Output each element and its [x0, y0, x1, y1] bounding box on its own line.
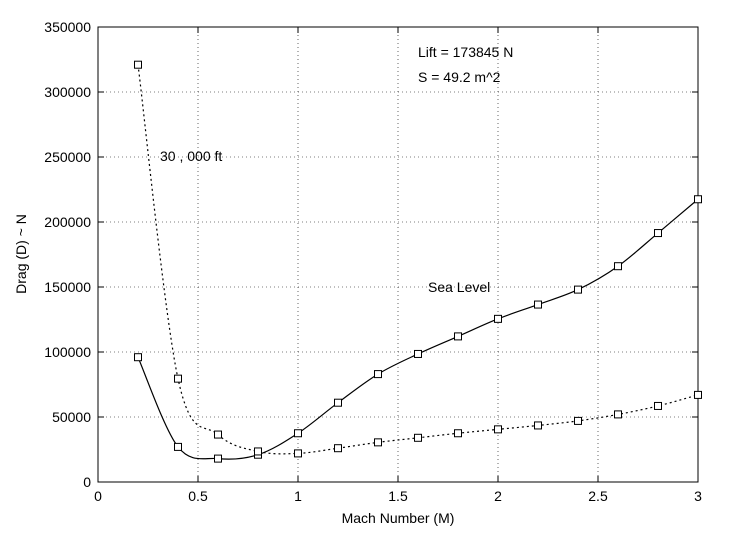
data-point-series-1 — [294, 449, 302, 458]
y-tick-label: 350000 — [44, 19, 91, 35]
x-axis-label: Mach Number (M) — [342, 510, 455, 526]
series-lines — [137, 64, 699, 460]
data-point-series-1 — [454, 429, 462, 438]
series-line-1 — [137, 64, 699, 455]
x-tick-label: 1 — [294, 488, 302, 504]
series-markers — [134, 60, 702, 463]
data-point-series-1 — [534, 421, 542, 430]
data-point-series-1 — [334, 444, 342, 453]
y-tick-label: 250000 — [44, 149, 91, 165]
x-tick-labels: 0 0.5 1 1.5 2 2.5 3 — [94, 488, 702, 504]
data-point-series-0 — [294, 429, 302, 438]
y-axis-label: Drag (D) ~ N — [13, 214, 29, 294]
data-point-series-0 — [374, 370, 382, 379]
y-tick-label: 50000 — [52, 409, 91, 425]
y-tick-label: 0 — [83, 474, 91, 490]
series-label-sea-level: Sea Level — [428, 279, 490, 295]
data-point-series-0 — [494, 314, 502, 323]
x-tick-label: 3 — [694, 488, 702, 504]
x-tick-label: 0 — [94, 488, 102, 504]
x-tick-label: 2.5 — [588, 488, 608, 504]
data-point-series-1 — [574, 416, 582, 425]
x-tick-label: 0.5 — [188, 488, 208, 504]
data-point-series-0 — [174, 442, 182, 451]
series-line-0 — [137, 198, 699, 460]
data-point-series-0 — [454, 332, 462, 341]
y-tick-labels: 0 50000 100000 150000 200000 250000 300000 3500… — [44, 19, 91, 490]
data-point-series-1 — [494, 425, 502, 434]
grid-lines — [98, 27, 698, 482]
data-point-series-0 — [654, 229, 662, 238]
data-point-series-1 — [694, 390, 702, 399]
y-tick-label: 200000 — [44, 214, 91, 230]
x-tick-label: 1.5 — [388, 488, 408, 504]
y-tick-label: 100000 — [44, 344, 91, 360]
data-point-series-1 — [214, 430, 222, 439]
data-point-series-1 — [374, 438, 382, 447]
data-point-series-0 — [414, 349, 422, 358]
data-point-series-0 — [534, 300, 542, 309]
data-point-series-1 — [414, 433, 422, 442]
y-tick-label: 150000 — [44, 279, 91, 295]
series-label-30000ft: 30 , 000 ft — [160, 148, 222, 164]
data-point-series-0 — [694, 195, 702, 204]
y-tick-label: 300000 — [44, 84, 91, 100]
lift-annotation: Lift = 173845 N — [418, 44, 513, 60]
axis-ticks — [97, 26, 699, 483]
data-point-series-0 — [214, 454, 222, 463]
x-tick-label: 2 — [494, 488, 502, 504]
data-point-series-0 — [614, 262, 622, 271]
data-point-series-1 — [654, 401, 662, 410]
data-point-series-1 — [254, 447, 262, 456]
data-point-series-0 — [334, 398, 342, 407]
data-point-series-1 — [134, 60, 142, 69]
wing-area-annotation: S = 49.2 m^2 — [418, 69, 501, 85]
data-point-series-0 — [574, 285, 582, 294]
data-point-series-1 — [174, 374, 182, 383]
data-point-series-1 — [614, 410, 622, 419]
data-point-series-0 — [134, 353, 142, 362]
